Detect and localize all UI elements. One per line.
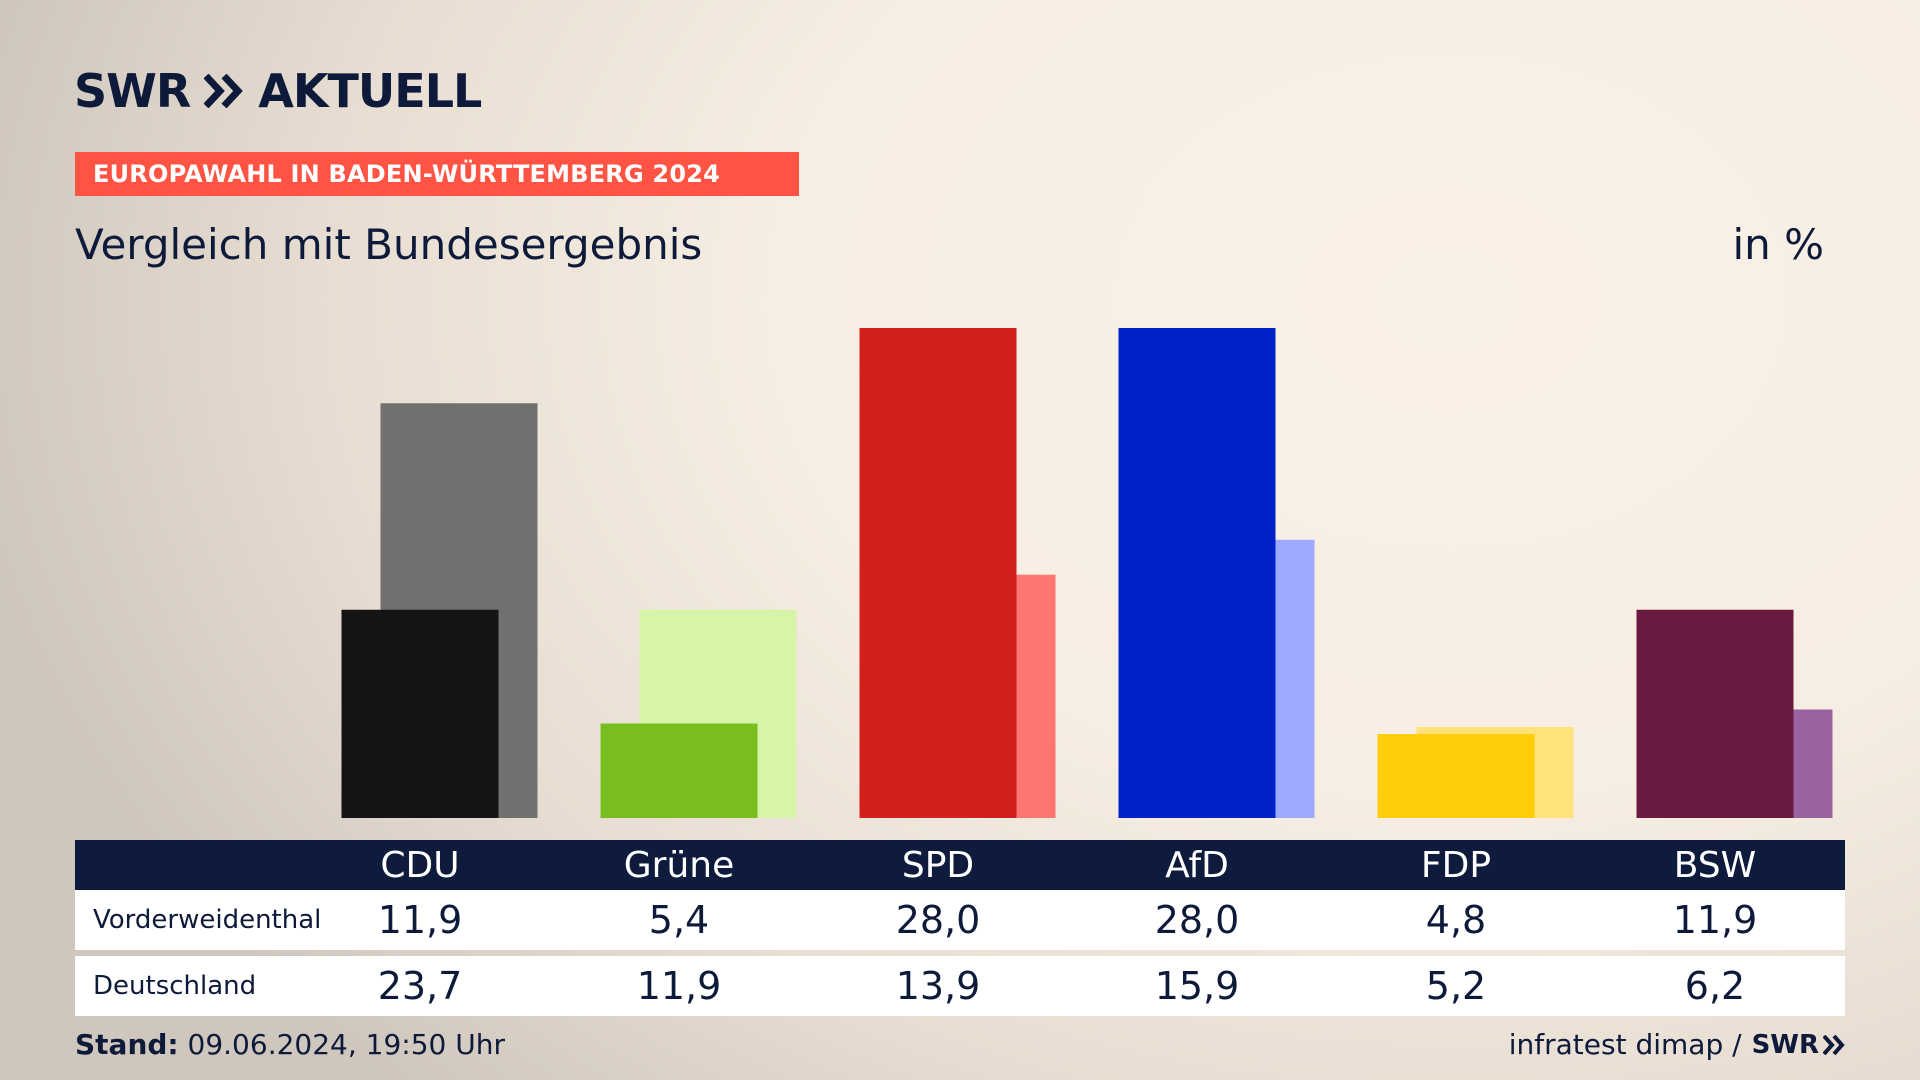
value-deutschland-bsw: 6,2 bbox=[1684, 964, 1746, 1008]
party-label-afd: AfD bbox=[1165, 844, 1229, 886]
timestamp: Stand: 09.06.2024, 19:50 Uhr bbox=[75, 1028, 505, 1061]
value-deutschland-spd: 13,9 bbox=[895, 964, 981, 1008]
party-label-spd: SPD bbox=[901, 844, 975, 886]
stand-label: Stand: bbox=[75, 1028, 179, 1061]
bar-vorderweidenthal-bsw bbox=[1636, 609, 1794, 818]
swr-aktuell-logo: SWR AKTUELL bbox=[74, 64, 482, 118]
logo-aktuell-text: AKTUELL bbox=[258, 64, 482, 118]
election-banner: EUROPAWAHL IN BADEN-WÜRTTEMBERG 2024 bbox=[75, 152, 799, 196]
bar-vorderweidenthal-fdp bbox=[1377, 734, 1535, 818]
swr-small-logo-text: SWR bbox=[1751, 1029, 1819, 1060]
value-vorderweidenthal-spd: 28,0 bbox=[895, 898, 981, 942]
source-text: infratest dimap / bbox=[1508, 1028, 1742, 1061]
value-deutschland-gr-ne: 11,9 bbox=[636, 964, 722, 1008]
unit-label: in % bbox=[1732, 220, 1824, 269]
bar-vorderweidenthal-cdu bbox=[341, 609, 499, 818]
value-vorderweidenthal-afd: 28,0 bbox=[1154, 898, 1240, 942]
bar-vorderweidenthal-spd bbox=[859, 328, 1017, 818]
bar-vorderweidenthal-gr-ne bbox=[600, 723, 758, 818]
bar-vorderweidenthal-afd bbox=[1118, 328, 1276, 818]
value-vorderweidenthal-gr-ne: 5,4 bbox=[648, 898, 710, 942]
double-chevron-icon bbox=[1823, 1034, 1845, 1055]
value-deutschland-afd: 15,9 bbox=[1154, 964, 1240, 1008]
logo-swr-text: SWR bbox=[74, 64, 191, 118]
results-table: CDU Grüne SPD AfD FDP BSW Vorderweidenthal 11… bbox=[75, 840, 1845, 1016]
table-row-vorderweidenthal: Vorderweidenthal 11,9 5,4 28,0 28,0 4,8 11,9 bbox=[75, 890, 1845, 950]
value-deutschland-fdp: 5,2 bbox=[1425, 964, 1487, 1008]
table-row-deutschland: Deutschland 23,7 11,9 13,9 15,9 5,2 6,2 bbox=[75, 956, 1845, 1016]
stand-value: 09.06.2024, 19:50 Uhr bbox=[187, 1028, 505, 1061]
table-header-row: CDU Grüne SPD AfD FDP BSW bbox=[75, 840, 1845, 890]
swr-small-logo: SWR bbox=[1752, 1030, 1845, 1060]
value-vorderweidenthal-fdp: 4,8 bbox=[1425, 898, 1487, 942]
party-label-bsw: BSW bbox=[1673, 844, 1757, 886]
party-label-cdu: CDU bbox=[380, 844, 460, 886]
value-vorderweidenthal-bsw: 11,9 bbox=[1672, 898, 1758, 942]
row-label-deutschland: Deutschland bbox=[93, 971, 257, 1001]
party-label-gr-ne: Grüne bbox=[623, 844, 735, 886]
party-label-fdp: FDP bbox=[1420, 844, 1492, 886]
double-chevron-icon bbox=[204, 74, 244, 108]
chart-subtitle: Vergleich mit Bundesergebnis bbox=[75, 220, 703, 269]
source-credit: infratest dimap / SWR bbox=[1509, 1028, 1845, 1061]
value-vorderweidenthal-cdu: 11,9 bbox=[377, 898, 463, 942]
value-deutschland-cdu: 23,7 bbox=[377, 964, 463, 1008]
row-label-vorderweidenthal: Vorderweidenthal bbox=[93, 905, 322, 935]
